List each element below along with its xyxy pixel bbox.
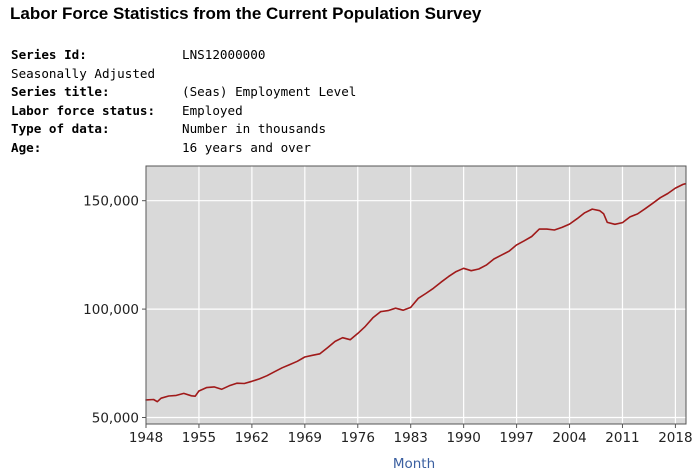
- series-id-label: Series Id:: [11, 47, 87, 62]
- x-tick-label: 1997: [499, 430, 533, 446]
- plot-border: [145, 165, 687, 425]
- type-of-data-row: Type of data: Number in thousands: [11, 120, 356, 139]
- age-row: Age: 16 years and over: [11, 139, 356, 158]
- y-tick-label: 100,000: [83, 302, 139, 318]
- x-tick-label: 1955: [182, 430, 216, 446]
- series-metadata: Series Id: LNS12000000 Seasonally Adjust…: [11, 46, 356, 157]
- series-title-value: (Seas) Employment Level: [182, 84, 357, 99]
- series-title-row: Series title: (Seas) Employment Level: [11, 83, 356, 102]
- type-of-data-value: Number in thousands: [182, 121, 327, 136]
- x-tick-label: 1990: [446, 430, 480, 446]
- x-tick-label: 1962: [235, 430, 269, 446]
- y-tick-label: 50,000: [92, 410, 139, 426]
- series-layer: [145, 183, 687, 403]
- type-of-data-label: Type of data:: [11, 121, 110, 136]
- x-tick-label: 1948: [129, 430, 163, 446]
- seasonal-adjustment-text: Seasonally Adjusted: [11, 65, 156, 81]
- labor-force-status-label: Labor force status:: [11, 102, 156, 118]
- plot-area: [146, 166, 686, 424]
- series-id-row: Series Id: LNS12000000: [11, 46, 356, 65]
- x-tick-label: 2018: [658, 430, 692, 446]
- axis-ticks: 1948 1955 1962 1969 1976 1983 1990 1997 2004 2011…: [83, 194, 692, 446]
- employment-level-line: [145, 183, 687, 403]
- series-title-label: Series title:: [11, 84, 110, 99]
- age-value: 16 years and over: [182, 139, 311, 155]
- x-tick-label: 1983: [394, 430, 428, 446]
- labor-force-status-value: Employed: [182, 102, 243, 118]
- x-tick-label: 2011: [605, 430, 639, 446]
- seasonal-row: Seasonally Adjusted: [11, 65, 356, 84]
- x-tick-label: 2004: [552, 430, 586, 446]
- y-tick-label: 150,000: [83, 194, 139, 210]
- page-title: Labor Force Statistics from the Current …: [10, 4, 482, 23]
- x-axis-title: Month: [393, 456, 435, 472]
- labor-force-status-row: Labor force status: Employed: [11, 102, 356, 121]
- age-label: Age:: [11, 139, 42, 155]
- x-tick-label: 1969: [288, 430, 322, 446]
- series-id-value: LNS12000000: [182, 47, 266, 62]
- x-tick-label: 1976: [341, 430, 375, 446]
